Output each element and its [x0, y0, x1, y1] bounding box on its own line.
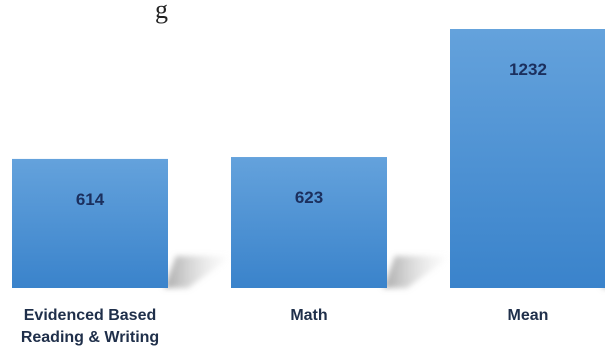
bars-group: [12, 29, 605, 288]
bar-value-label: 1232: [509, 60, 547, 79]
bar: [231, 157, 387, 288]
category-label: Math: [290, 307, 327, 324]
category-label-line: Mean: [508, 307, 549, 324]
value-labels-group: 614 623 1232: [76, 60, 547, 209]
category-label: Mean: [508, 307, 549, 324]
chart-title-fragment: g: [155, 0, 168, 24]
bar-value-label: 614: [76, 190, 105, 209]
bar: [450, 29, 605, 288]
category-labels-group: Evidenced Based Reading & Writing Math Mean: [21, 307, 549, 346]
category-label-line: Evidenced Based: [24, 307, 157, 324]
category-label: Evidenced Based Reading & Writing: [21, 307, 159, 346]
bar: [12, 158, 168, 288]
bar-shadow: [164, 256, 232, 288]
bar-value-label: 623: [295, 188, 323, 207]
category-label-line: Reading & Writing: [21, 329, 159, 346]
bar-shadow: [383, 256, 451, 288]
category-label-line: Math: [290, 307, 327, 324]
